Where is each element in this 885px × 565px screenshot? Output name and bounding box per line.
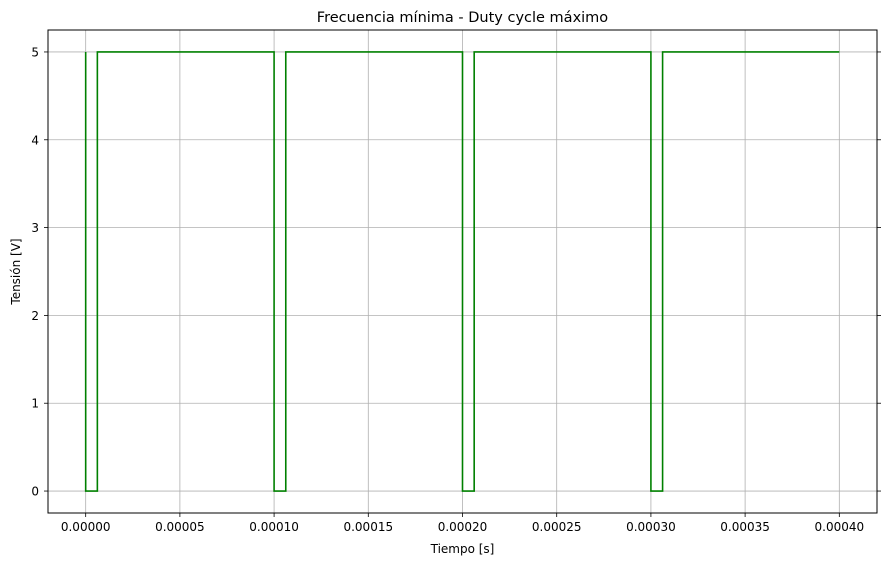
ticks: 0.00000 0.00005 0.00010 0.00015 0.00020 0.000… xyxy=(31,45,881,534)
y-tick-label: 3 xyxy=(31,221,39,235)
y-tick-label: 2 xyxy=(31,309,39,323)
y-tick-label: 4 xyxy=(31,133,39,147)
x-tick-label: 0.00010 xyxy=(249,520,299,534)
x-tick-label: 0.00030 xyxy=(626,520,676,534)
x-tick-label: 0.00025 xyxy=(532,520,582,534)
x-tick-label: 0.00035 xyxy=(720,520,770,534)
x-tick-label: 0.00020 xyxy=(438,520,488,534)
y-tick-label: 1 xyxy=(31,397,39,411)
x-tick-label: 0.00040 xyxy=(815,520,865,534)
x-tick-label: 0.00015 xyxy=(343,520,393,534)
series-group xyxy=(84,51,840,492)
y-tick-label: 5 xyxy=(31,45,39,59)
series-line-0 xyxy=(84,51,840,492)
x-tick-label: 0.00005 xyxy=(155,520,205,534)
x-tick-label: 0.00000 xyxy=(61,520,111,534)
chart-title: Frecuencia mínima - Duty cycle máximo xyxy=(317,10,609,26)
x-axis-title: Tiempo [s] xyxy=(430,542,495,556)
y-tick-label: 0 xyxy=(31,485,39,499)
y-axis-title: Tensión [V] xyxy=(9,238,23,305)
